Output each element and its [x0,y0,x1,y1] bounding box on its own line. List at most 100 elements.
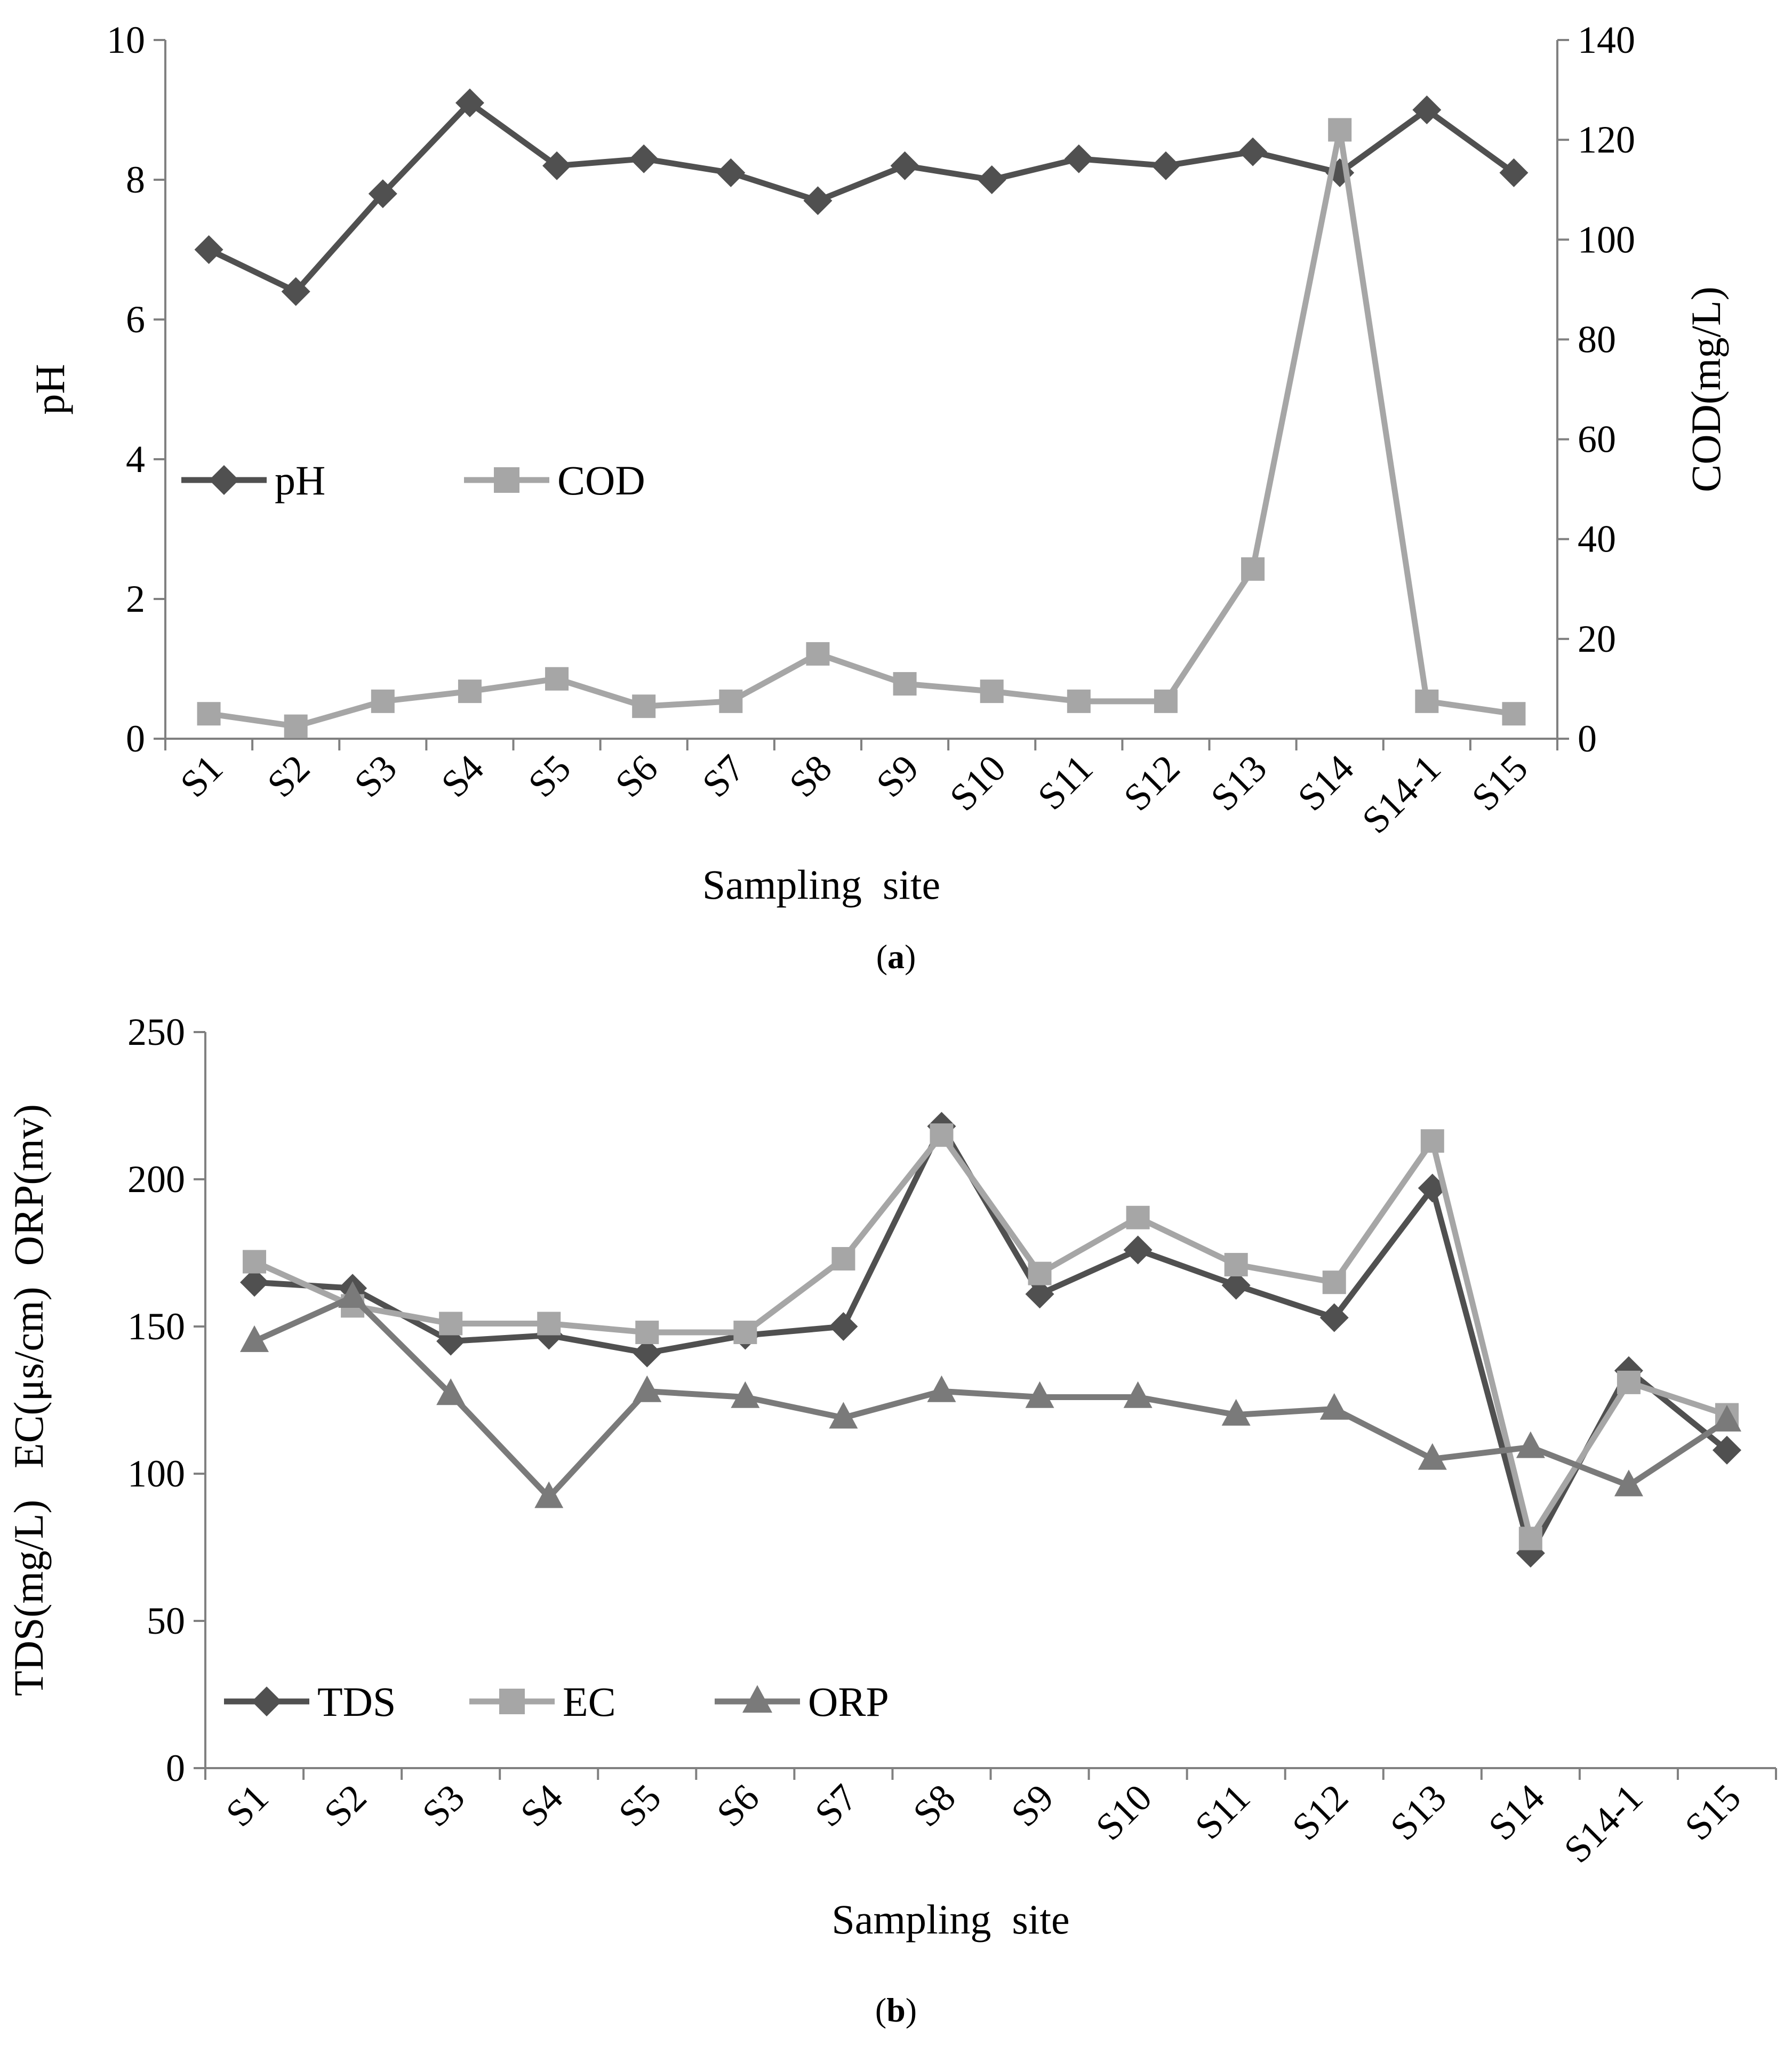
caption-letter: b [886,1991,906,2029]
data-point-ph [890,151,919,180]
data-point-cod [1154,689,1178,713]
data-point-cod [806,642,830,666]
data-point-tds [1221,1270,1251,1300]
data-point-ph [803,186,833,215]
data-point-ec [1224,1253,1248,1277]
data-point-cod [284,714,308,738]
data-point-orp [1516,1431,1545,1458]
data-point-ph [629,144,659,173]
y-right-axis-title: COD(mg/L) [1683,286,1729,492]
legend-label-ec: EC [563,1679,616,1725]
data-point-ec [1322,1270,1346,1294]
y-right-tick-label: 0 [1578,717,1597,760]
x-tick-label: S10 [1087,1776,1160,1849]
data-point-ec [1420,1129,1444,1153]
data-point-orp [338,1281,367,1308]
data-point-ec [930,1123,954,1147]
data-point-cod [1502,702,1526,726]
data-point-ec [537,1312,561,1336]
x-tick-label: S8 [781,747,839,805]
series-line-ec [253,1132,1728,1541]
legend-label-orp: ORP [808,1679,889,1725]
x-tick-label: S14 [1480,1776,1553,1849]
x-tick-label: S12 [1284,1776,1356,1849]
caption-open-paren: ( [876,938,887,976]
y-tick-label: 2 [126,578,145,620]
caption-close-paren: ) [906,1991,917,2029]
y-right-tick-label: 120 [1578,118,1635,161]
y-tick-label: 150 [127,1305,185,1348]
x-tick-label: S12 [1115,747,1188,819]
caption-open-paren: ( [875,1991,886,2029]
data-point-ec [733,1321,757,1345]
x-tick-label: S6 [607,747,666,805]
data-point-cod [980,680,1004,704]
legend-label-tds: TDS [317,1679,396,1725]
data-point-cod [458,680,482,704]
data-point-cod [197,702,221,726]
data-point-tds [1123,1235,1153,1265]
y-right-tick-label: 140 [1578,19,1635,61]
data-point-ph [281,277,310,306]
y-tick-label: 6 [126,298,145,341]
y-axis-title: pH [27,364,73,414]
x-tick-label: S4 [512,1776,571,1835]
data-point-orp [1123,1381,1153,1408]
data-point-orp [927,1375,956,1402]
data-point-tds [633,1338,662,1368]
x-tick-label: S13 [1382,1776,1454,1849]
x-tick-label: S9 [868,747,927,805]
y-tick-label: 0 [166,1747,185,1789]
series-line-cod [208,126,1515,730]
x-tick-label: S3 [414,1776,473,1835]
x-tick-label: S5 [610,1776,669,1835]
x-tick-label: S14-1 [1556,1776,1651,1871]
x-tick-label: S6 [708,1776,767,1835]
x-tick-label: S2 [259,747,318,805]
x-tick-label: S1 [172,747,231,805]
data-point-cod [1415,689,1439,713]
data-point-cod [545,667,569,691]
data-point-ph [1238,137,1268,166]
x-axis-title: Sampling site [702,861,940,908]
x-tick-label: S2 [316,1776,374,1835]
data-point-ec [243,1250,267,1274]
panel-caption: (a) [876,938,916,976]
y-tick-label: 10 [107,19,145,61]
y-right-tick-label: 60 [1578,418,1616,461]
data-point-orp [731,1381,760,1408]
data-point-ec [1617,1370,1641,1394]
data-point-orp [240,1325,269,1352]
x-tick-label: S10 [941,747,1014,819]
data-point-orp [633,1375,662,1402]
x-tick-label: S8 [905,1776,963,1835]
x-tick-label: S7 [694,747,753,805]
y-tick-label: 0 [126,717,145,760]
data-point-ph [542,151,572,180]
data-point-ph [977,165,1006,194]
data-point-ec [1028,1261,1052,1285]
x-axis-title: Sampling site [831,1896,1069,1943]
data-point-ph [1499,158,1529,187]
data-point-orp [829,1402,858,1429]
data-point-orp [1221,1398,1251,1426]
x-tick-label: S7 [806,1776,865,1835]
data-point-orp [1418,1443,1447,1470]
series-line-orp [253,1294,1729,1500]
legend-marker-ph [209,465,239,495]
data-point-ph [1064,144,1093,173]
data-point-orp [1712,1404,1741,1432]
y-tick-label: 50 [147,1600,185,1642]
data-point-orp [1025,1381,1054,1408]
x-tick-label: S11 [1029,747,1101,818]
y-right-tick-label: 40 [1578,518,1616,561]
y-right-tick-label: 100 [1578,218,1635,261]
x-tick-label: S14 [1290,747,1362,819]
x-tick-label: S9 [1003,1776,1062,1835]
data-point-ec [831,1247,855,1271]
y-right-tick-label: 20 [1578,618,1616,660]
series-line-ph [207,100,1516,295]
data-point-tds [1712,1435,1741,1465]
